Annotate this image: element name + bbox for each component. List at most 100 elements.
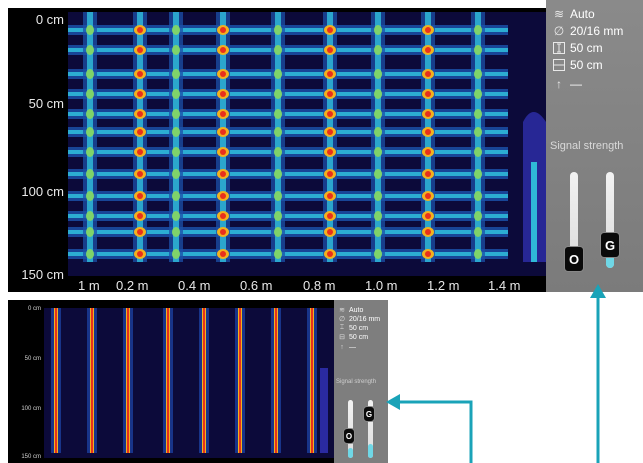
slider-g-track[interactable] — [606, 172, 614, 268]
rebar-crossing — [474, 89, 482, 99]
depth-icon — [552, 41, 566, 55]
rebar-crossing — [474, 109, 482, 119]
rebar-crossing — [374, 109, 382, 119]
cover-row[interactable]: ↑ — — [552, 76, 582, 92]
top-distance-label: 1.4 m — [488, 278, 521, 293]
rebar-crossing-core — [425, 27, 431, 33]
horizontal-rebar — [68, 130, 508, 134]
rebar-crossing-core — [327, 129, 333, 135]
mode-row[interactable]: ≋ Auto — [552, 6, 595, 22]
vertical-rebar-core — [203, 308, 205, 453]
slider-g-fill — [368, 444, 373, 458]
callout-arrowhead — [386, 394, 400, 410]
scan-edge-signal-core — [531, 162, 537, 262]
slider-o-knob[interactable]: O — [343, 428, 355, 444]
rebar-crossing-core — [220, 229, 226, 235]
top-depth-label: 150 cm — [21, 267, 64, 282]
rebar-crossing-core — [327, 27, 333, 33]
rebar-crossing — [374, 227, 382, 237]
vertical-rebar-core — [167, 308, 169, 453]
rebar-crossing — [172, 211, 180, 221]
horizontal-rebar — [68, 112, 508, 116]
rebar-crossing — [86, 109, 94, 119]
callout-arrow-to-top-signal — [590, 284, 606, 463]
bottom-side-panel: ≋ Auto ∅ 20/16 mm ⌶ 50 cm ⊟ 50 cm ↑ — Si… — [334, 300, 388, 463]
rebar-crossing-core — [137, 229, 143, 235]
callout-line — [398, 400, 473, 463]
rebar-crossing — [274, 89, 282, 99]
spacing-value: 50 cm — [570, 58, 603, 72]
slider-o-fill — [348, 448, 353, 458]
rebar-crossing — [374, 191, 382, 201]
rebar-crossing-core — [327, 47, 333, 53]
rebar-crossing-core — [137, 251, 143, 257]
rebar-crossing — [172, 69, 180, 79]
spacing-row[interactable]: ⊟ 50 cm — [338, 333, 369, 342]
mode-row[interactable]: ≋ Auto — [338, 306, 363, 315]
rebar-crossing-core — [220, 213, 226, 219]
vertical-rebar-core — [91, 308, 93, 453]
rebar-crossing-core — [425, 229, 431, 235]
slider-o-track[interactable] — [570, 172, 578, 268]
horizontal-rebar — [68, 92, 508, 96]
slider-g-knob[interactable]: G — [600, 232, 620, 258]
rebar-crossing — [172, 89, 180, 99]
horizontal-rebar — [68, 28, 508, 32]
rebar-crossing — [374, 169, 382, 179]
cover-row[interactable]: ↑ — — [338, 343, 356, 351]
rebar-crossing — [172, 45, 180, 55]
spacing-row[interactable]: 50 cm — [552, 57, 603, 73]
top-depth-label: 100 cm — [21, 184, 64, 199]
rebar-crossing-core — [137, 47, 143, 53]
mode-value: Auto — [570, 7, 595, 21]
spacing-value: 50 cm — [349, 333, 369, 341]
diameter-value: 20/16 mm — [570, 24, 624, 38]
rebar-crossing — [86, 227, 94, 237]
depth-icon: ⌶ — [339, 324, 345, 331]
rebar-crossing — [474, 45, 482, 55]
rebar-crossing — [274, 25, 282, 35]
top-distance-label: 0.6 m — [240, 278, 273, 293]
diameter-icon: ∅ — [553, 24, 565, 38]
top-depth-label: 0 cm — [35, 12, 64, 27]
slider-g-track[interactable] — [368, 400, 373, 458]
top-distance-label: 1.2 m — [427, 278, 460, 293]
bottom-depth-label: 100 cm — [21, 406, 41, 412]
horizontal-rebar — [68, 150, 508, 154]
top-distance-label: 1 m — [78, 278, 100, 293]
rebar-crossing-core — [425, 213, 431, 219]
rebar-crossing — [274, 227, 282, 237]
rebar-crossing-core — [425, 111, 431, 117]
bottom-depth-label: 0 cm — [27, 306, 41, 312]
rebar-crossing — [474, 25, 482, 35]
wave-icon: ≋ — [339, 307, 345, 314]
diameter-row[interactable]: ∅ 20/16 mm — [552, 23, 624, 39]
top-distance-label: 1.0 m — [365, 278, 398, 293]
slider-g-fill — [606, 249, 614, 268]
rebar-crossing — [374, 147, 382, 157]
depth-row[interactable]: ⌶ 50 cm — [338, 324, 368, 332]
scan-edge-signal — [320, 368, 328, 453]
depth-value: 50 cm — [570, 41, 603, 55]
rebar-crossing-core — [137, 193, 143, 199]
rebar-crossing — [86, 25, 94, 35]
rebar-crossing — [274, 169, 282, 179]
top-depth-axis: 0 cm 50 cm 100 cm 150 cm — [8, 8, 68, 292]
rebar-crossing — [86, 127, 94, 137]
rebar-crossing — [474, 147, 482, 157]
rebar-crossing — [274, 147, 282, 157]
signal-strength-title: Signal strength — [336, 379, 377, 385]
bottom-scan-image — [44, 308, 334, 458]
slider-g-knob[interactable]: G — [363, 406, 375, 422]
rebar-crossing-core — [220, 111, 226, 117]
vertical-rebar-core — [311, 308, 313, 453]
diameter-row[interactable]: ∅ 20/16 mm — [338, 315, 380, 324]
bottom-depth-label: 150 cm — [21, 454, 41, 460]
slider-o-knob[interactable]: O — [564, 246, 584, 272]
depth-row[interactable]: 50 cm — [552, 40, 603, 56]
rebar-crossing-core — [327, 213, 333, 219]
rebar-crossing — [274, 211, 282, 221]
bottom-scan-screen: 0 cm 50 cm 100 cm 150 cm ≋ Auto ∅ 20/16 … — [8, 300, 388, 463]
rebar-crossing-core — [220, 27, 226, 33]
rebar-crossing-core — [220, 193, 226, 199]
